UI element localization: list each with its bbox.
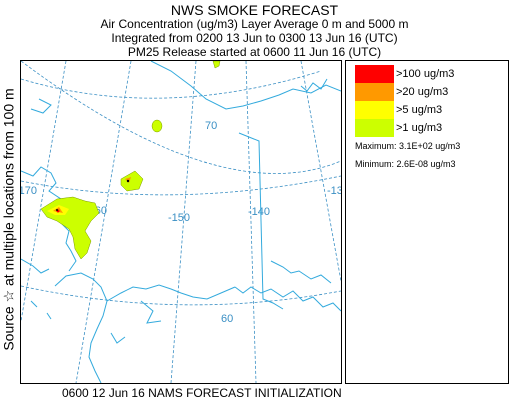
longitude-line-150 [170,61,197,383]
source-label: Source ☆ at multiple locations from 100 … [0,88,17,351]
cook-inlet-coast [140,300,162,324]
latitude-line-65 [21,175,341,196]
longitude-line-arc [21,61,341,174]
legend-panel: >100 ug/m3 >20 ug/m3 >5 ug/m3 >1 ug/m3 M… [345,60,509,384]
legend-swatch-20 [355,83,394,101]
legend-swatch-100 [355,65,394,83]
lon-label-170: -170 [21,185,37,197]
lat-label-70: 70 [205,120,217,132]
plume-north [212,61,221,69]
lon-label-150: -150 [168,212,190,224]
plume-central [120,170,144,192]
map-panel: 70 60 -170 -160 -150 -140 -130 [20,60,342,384]
source-marker-southwest [56,209,58,211]
subtitle-integration: Integrated from 0200 13 Jun to 0300 13 J… [111,31,398,45]
source-marker-central [126,179,130,183]
legend-label-5: >5 ug/m3 [396,104,443,116]
plume-interior [151,119,163,133]
longitude-line-160 [75,61,132,383]
graticule [21,61,341,383]
southeast-coast [234,286,341,312]
southeast-inland-coast [270,260,332,284]
chart-title: NWS SMOKE FORECAST [170,2,339,18]
smoke-plumes [40,61,221,260]
subtitle-concentration: Air Concentration (ug/m3) Layer Average … [100,17,409,31]
arctic-coast-detail [300,78,328,92]
alaska-peninsula-coast [54,272,108,383]
forecast-initialization: 0600 12 Jun 16 NAMS FORECAST INITIALIZAT… [62,386,342,400]
bristol-bay-coast [21,258,50,274]
lon-label-130: -130 [327,185,341,197]
legend-swatch-5 [355,101,394,119]
lon-label-140: -140 [248,206,270,218]
smoke-map: 70 60 -170 -160 -150 -140 -130 [21,61,341,383]
western-cape-coast [30,98,52,114]
latitude-line-60 [21,285,341,306]
kodiak-coast [110,332,126,344]
legend-swatch-1 [355,119,394,137]
longitude-line-130 [300,61,341,282]
arctic-coast [150,61,341,110]
legend-label-1: >1 ug/m3 [396,122,443,134]
longitude-line-170 [21,61,67,322]
gulf-of-alaska-coast [106,284,236,302]
latitude-line-70 [21,70,322,99]
subtitle-release: PM25 Release started at 0600 11 Jun 16 (… [127,45,382,59]
legend-maximum: Maximum: 3.1E+02 ug/m3 [355,141,461,151]
legend-label-100: >100 ug/m3 [396,68,455,80]
legend-minimum: Minimum: 2.6E-08 ug/m3 [355,159,456,169]
legend-label-20: >20 ug/m3 [396,86,449,98]
longitude-line-140 [245,61,257,383]
aleutian-islands [30,300,52,320]
lat-label-60: 60 [221,313,233,325]
canada-border [238,132,284,310]
